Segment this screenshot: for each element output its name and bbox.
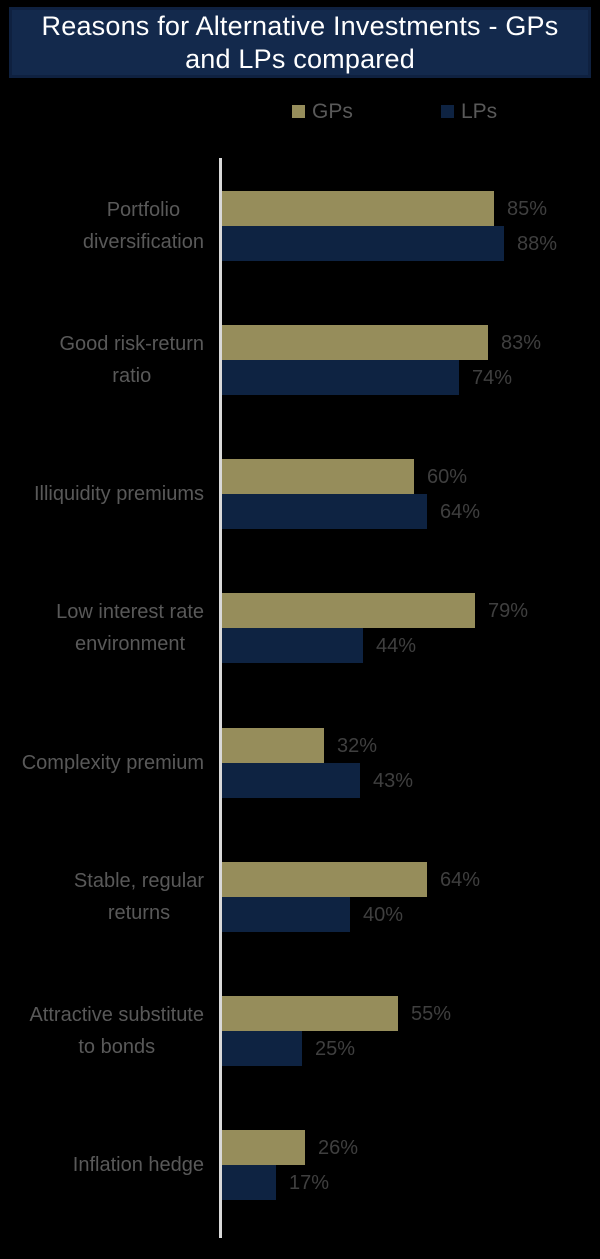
lps-value-label: 88% — [517, 232, 558, 255]
category-label: Stable, regular returns — [73, 870, 204, 924]
category-label: Illiquidity premiums — [33, 483, 204, 505]
gps-bar — [222, 728, 324, 763]
lps-bar — [222, 897, 350, 932]
legend-item-gps: GPs — [292, 101, 353, 122]
gps-value-label: 26% — [318, 1136, 359, 1159]
gps-bar — [222, 191, 494, 226]
lps-value-label: 25% — [315, 1037, 356, 1060]
gps-bar — [222, 459, 414, 494]
lps-bar — [222, 360, 459, 395]
lps-value-label: 74% — [472, 366, 513, 389]
gps-color-swatch — [292, 105, 305, 118]
lps-legend-label: LPs — [461, 100, 498, 123]
gps-legend-label: GPs — [312, 100, 353, 123]
category-label: Attractive substitute to bonds — [29, 1004, 204, 1058]
lps-color-swatch — [441, 105, 454, 118]
gps-value-label: 64% — [440, 868, 481, 891]
gps-value-label: 60% — [427, 465, 468, 488]
gps-bar — [222, 996, 398, 1031]
category-label: Inflation hedge — [72, 1154, 204, 1176]
lps-value-label: 43% — [373, 769, 414, 792]
category-label: Good risk-return ratio — [59, 333, 205, 387]
category-label: Portfolio diversification — [82, 199, 204, 253]
chart-title-line2: and LPs compared — [185, 43, 415, 74]
lps-bar — [222, 226, 504, 261]
lps-bar — [222, 1165, 276, 1200]
gps-bar — [222, 1130, 305, 1165]
category-label: Low interest rate environment — [56, 601, 204, 655]
gps-value-label: 55% — [411, 1002, 452, 1025]
y-axis-line — [219, 158, 222, 1238]
lps-value-label: 17% — [289, 1171, 330, 1194]
chart-title: Reasons for Alternative Investments - GP… — [9, 7, 591, 78]
chart-title-line1: Reasons for Alternative Investments - GP… — [41, 10, 559, 41]
lps-value-label: 64% — [440, 500, 481, 523]
lps-value-label: 44% — [376, 634, 417, 657]
gps-bar — [222, 862, 427, 897]
lps-bar — [222, 1031, 302, 1066]
gps-bar — [222, 593, 475, 628]
category-label: Complexity premium — [21, 752, 204, 774]
lps-bar — [222, 494, 427, 529]
gps-value-label: 79% — [488, 599, 529, 622]
gps-value-label: 32% — [337, 734, 378, 757]
legend-item-lps: LPs — [441, 101, 497, 122]
lps-bar — [222, 763, 360, 798]
lps-value-label: 40% — [363, 903, 404, 926]
lps-bar — [222, 628, 363, 663]
gps-bar — [222, 325, 488, 360]
gps-value-label: 85% — [507, 197, 548, 220]
gps-value-label: 83% — [501, 331, 542, 354]
